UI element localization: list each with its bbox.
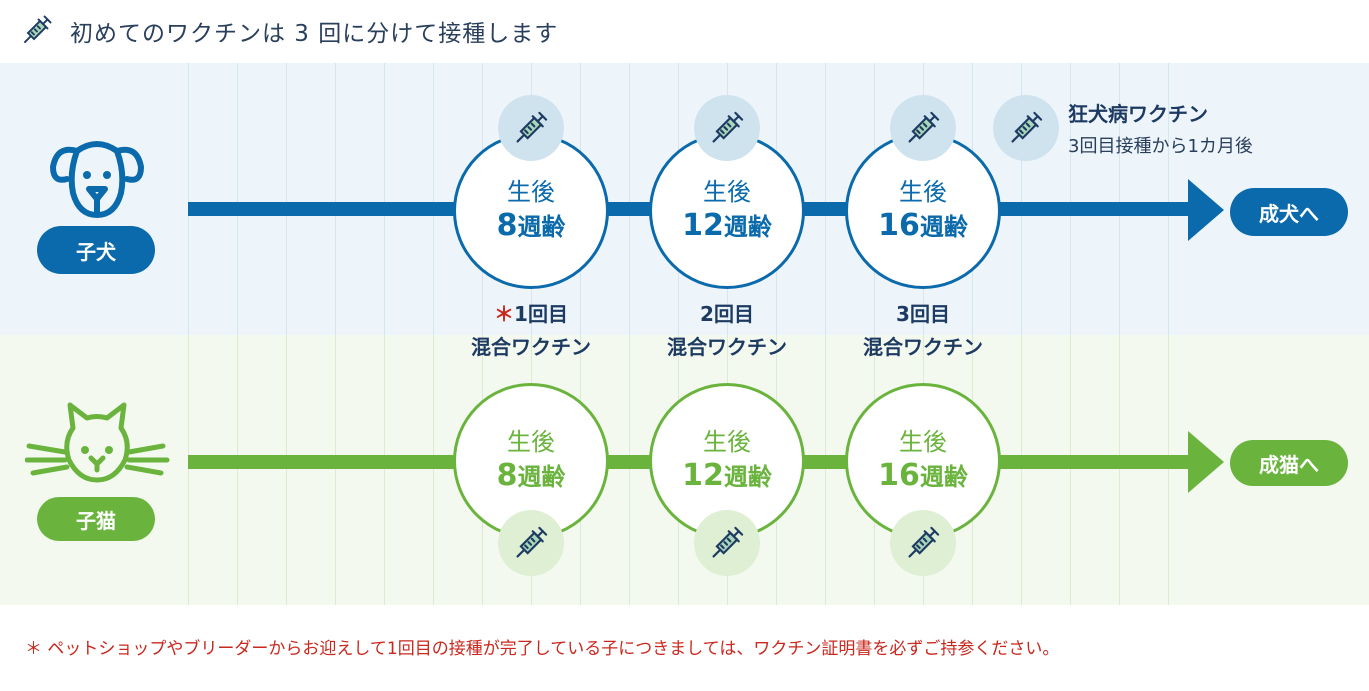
dog-icon [50,141,144,218]
dose-count: 3回目 [896,302,950,326]
footnote-text: ペットショップやブリーダーからお迎えして1回目の接種が完了している子につきまして… [47,639,1060,659]
grid-line [335,63,336,335]
stage-unit: 週齢 [723,462,772,491]
stage-prefix: 生後 [507,177,555,206]
cat-icon [25,402,170,483]
arrow-right-icon [1188,431,1224,493]
grid-line [1168,63,1169,335]
grid-line [433,63,434,335]
syringe-icon [708,110,745,147]
grid-line [1070,63,1071,335]
grid-line [1021,63,1022,335]
dose-label-2: 2回目混合ワクチン [627,298,827,364]
to-adult-dog-label: 成犬へ [1230,188,1348,236]
vaccine-name: 混合ワクチン [667,335,787,359]
stage-week: 8 [496,457,518,493]
stage-week: 12 [682,207,724,243]
grid-line [1021,335,1022,605]
asterisk: ＊ [25,639,42,659]
vaccine-name: 混合ワクチン [863,335,983,359]
stage-prefix: 生後 [899,177,947,206]
syringe-badge [890,95,956,161]
grid-line [825,63,826,335]
stage-week: 16 [878,207,920,243]
arrow-right-icon [1188,179,1224,241]
grid-line [286,63,287,335]
grid-line [1119,335,1120,605]
stage-unit: 週齢 [517,212,566,241]
footnote: ＊ ペットショップやブリーダーからお迎えして1回目の接種が完了している子につきま… [25,634,1059,659]
to-adult-cat-label: 成猫へ [1230,440,1348,486]
stage-unit: 週齢 [723,212,772,241]
syringe-badge [890,510,956,576]
puppy-label: 子犬 [37,226,155,274]
syringe-icon [1007,110,1044,147]
syringe-icon [904,110,941,147]
stage-unit: 週齢 [919,462,968,491]
grid-line [629,335,630,605]
grid-line [384,63,385,335]
grid-line [188,335,189,605]
grid-line [188,63,189,335]
dose-count: 2回目 [700,302,754,326]
syringe-badge [498,510,564,576]
syringe-badge [694,95,760,161]
syringe-icon [20,14,53,47]
rabies-syringe-badge [993,95,1059,161]
syringe-badge [694,510,760,576]
dose-label-3: 3回目混合ワクチン [823,298,1023,364]
stage-prefix: 生後 [507,427,555,456]
page-title: 初めてのワクチンは 3 回に分けて接種します [70,21,559,47]
header: 初めてのワクチンは 3 回に分けて接種します [0,0,1369,63]
grid-line [384,335,385,605]
grid-line [1119,63,1120,335]
syringe-icon [904,525,941,562]
grid-line [1070,335,1071,605]
stage-unit: 週齢 [517,462,566,491]
stage-week: 12 [682,457,724,493]
kitten-label: 子猫 [37,497,155,541]
asterisk: ＊ [494,302,515,326]
grid-line [629,63,630,335]
syringe-icon [512,525,549,562]
grid-line [825,335,826,605]
rabies-title: 狂犬病ワクチン [1068,102,1208,126]
rabies-timing: 3回目接種から1カ月後 [1068,136,1253,157]
stage-prefix: 生後 [703,427,751,456]
stage-prefix: 生後 [703,177,751,206]
dog-stage-8w: 生後 8週齢 [453,133,609,289]
grid-line [237,335,238,605]
stage-week: 8 [496,207,518,243]
grid-line [237,63,238,335]
stage-week: 16 [878,457,920,493]
stage-prefix: 生後 [899,427,947,456]
grid-line [1168,335,1169,605]
stage-unit: 週齢 [919,212,968,241]
syringe-icon [708,525,745,562]
vaccine-name: 混合ワクチン [471,335,591,359]
syringe-badge [498,95,564,161]
grid-line [433,335,434,605]
syringe-icon [512,110,549,147]
dose-count: 1回目 [514,302,568,326]
cat-stage-12w: 生後 12週齢 [649,383,805,539]
dose-label-1: ＊1回目混合ワクチン [431,298,631,364]
grid-line [286,335,287,605]
grid-line [335,335,336,605]
